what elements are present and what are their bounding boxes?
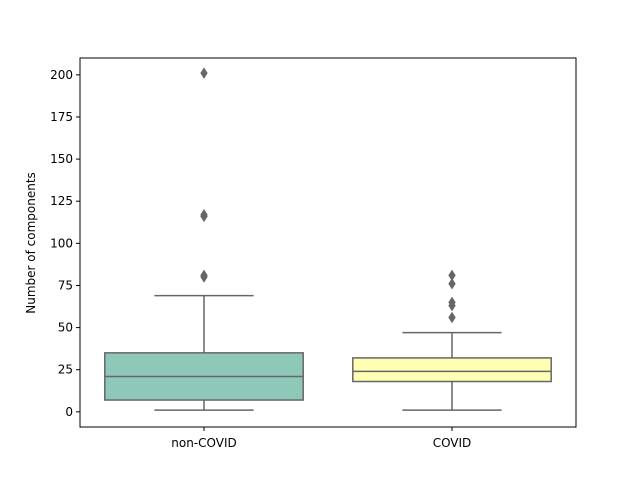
outlier-point	[448, 296, 456, 309]
outlier-point	[200, 208, 208, 221]
outlier-point	[448, 311, 456, 324]
y-tick-label: 0	[65, 405, 73, 419]
y-tick-label: 125	[50, 194, 73, 208]
x-tick-label: COVID	[433, 436, 472, 450]
x-tick-label: non-COVID	[171, 436, 236, 450]
y-tick-label: 200	[50, 68, 73, 82]
y-tick-label: 50	[58, 321, 73, 335]
y-tick-label: 75	[58, 278, 73, 292]
iqr-box	[352, 357, 552, 383]
plot-frame	[79, 57, 577, 428]
y-axis-label: Number of components	[24, 172, 38, 314]
y-tick-label: 25	[58, 363, 73, 377]
y-tick-label: 100	[50, 236, 73, 250]
outlier-point	[200, 269, 208, 282]
y-tick-label: 175	[50, 110, 73, 124]
outlier-point	[448, 269, 456, 282]
box-non-COVID	[104, 67, 304, 411]
y-tick-label: 150	[50, 152, 73, 166]
outlier-point	[200, 67, 208, 79]
outlier-point	[448, 278, 456, 290]
box-COVID	[352, 269, 552, 411]
plot-area: 0 25 50 75 100 125 150 175 200 non-COVID COVID	[50, 57, 577, 450]
